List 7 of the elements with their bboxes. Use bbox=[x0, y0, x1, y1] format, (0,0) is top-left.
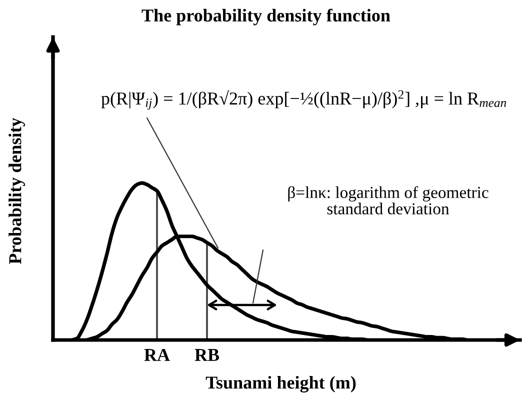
x-tick-label: RA bbox=[144, 348, 170, 361]
chart-title: The probability density function bbox=[142, 8, 390, 26]
x-tick-label: RB bbox=[194, 349, 220, 361]
y-axis-title: Probability density bbox=[8, 118, 25, 264]
text: p(R|Ψ$_{ij}$) = 1/(βR√2π) exp[−½((lnR−μ)/β)$^{2}$] ,μ = ln R$_{mean}$ bbox=[101, 90, 506, 110]
annotation: β=lnκ: logarithm of geometric standard deviation bbox=[288, 186, 488, 214]
x-axis-title: Tsunami height (m) bbox=[206, 376, 356, 393]
